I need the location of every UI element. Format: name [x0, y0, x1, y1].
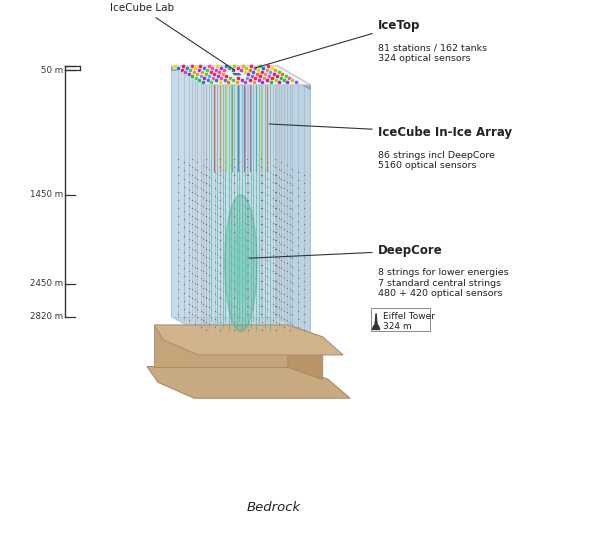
Polygon shape [172, 66, 310, 84]
Text: 86 strings incl DeepCore
5160 optical sensors: 86 strings incl DeepCore 5160 optical se… [377, 151, 494, 170]
Polygon shape [172, 66, 277, 316]
Text: 50 m: 50 m [41, 66, 62, 75]
Polygon shape [147, 366, 350, 398]
Ellipse shape [233, 222, 249, 305]
Text: Bedrock: Bedrock [246, 501, 300, 514]
Text: DeepCore: DeepCore [249, 244, 442, 258]
Polygon shape [288, 325, 323, 379]
Polygon shape [154, 325, 343, 355]
Polygon shape [154, 325, 288, 367]
Text: 2450 m: 2450 m [29, 279, 62, 288]
Polygon shape [277, 66, 310, 336]
Polygon shape [172, 66, 277, 70]
Text: 81 stations / 162 tanks
324 optical sensors: 81 stations / 162 tanks 324 optical sens… [377, 44, 487, 63]
Text: IceCube Lab: IceCube Lab [110, 3, 235, 70]
Text: Eiffel Tower
324 m: Eiffel Tower 324 m [383, 312, 434, 331]
Text: 8 strings for lower energies
7 standard central strings
480 + 420 optical sensor: 8 strings for lower energies 7 standard … [377, 268, 508, 298]
Polygon shape [277, 66, 310, 89]
Polygon shape [233, 74, 241, 75]
Bar [371, 308, 430, 330]
Text: 2820 m: 2820 m [29, 312, 62, 321]
Text: IceTop: IceTop [255, 19, 420, 68]
Text: 1450 m: 1450 m [29, 190, 62, 199]
Polygon shape [172, 66, 205, 336]
Polygon shape [205, 84, 310, 336]
Text: IceCube In-Ice Array: IceCube In-Ice Array [269, 124, 512, 139]
Polygon shape [373, 313, 380, 329]
Ellipse shape [225, 195, 257, 332]
